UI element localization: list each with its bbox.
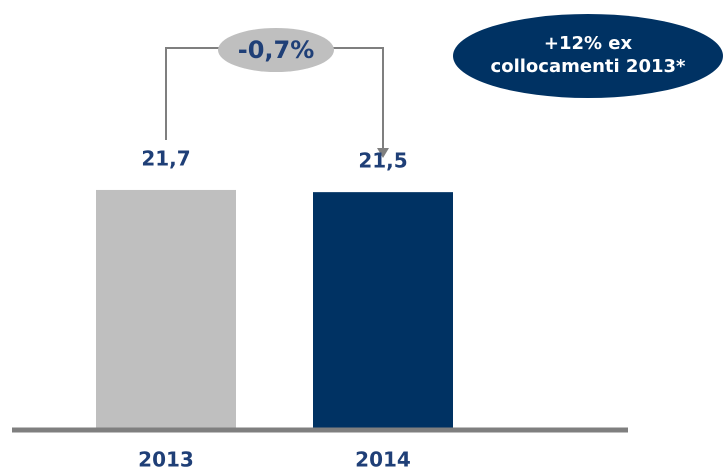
x-tick-label: 2013 (138, 448, 194, 470)
change-bubble (218, 28, 334, 72)
note-line: +12% ex (544, 33, 633, 54)
bars (96, 189, 453, 428)
note-bubble (453, 14, 723, 98)
bar (313, 192, 453, 428)
bar (96, 189, 236, 428)
change-label: -0,7% (238, 36, 315, 64)
value-label: 21,7 (141, 146, 190, 170)
x-tick-label: 2014 (355, 448, 411, 470)
note-line: collocamenti 2013* (491, 56, 686, 77)
arrow-head (377, 148, 389, 158)
value-label: 21,5 (358, 149, 407, 173)
